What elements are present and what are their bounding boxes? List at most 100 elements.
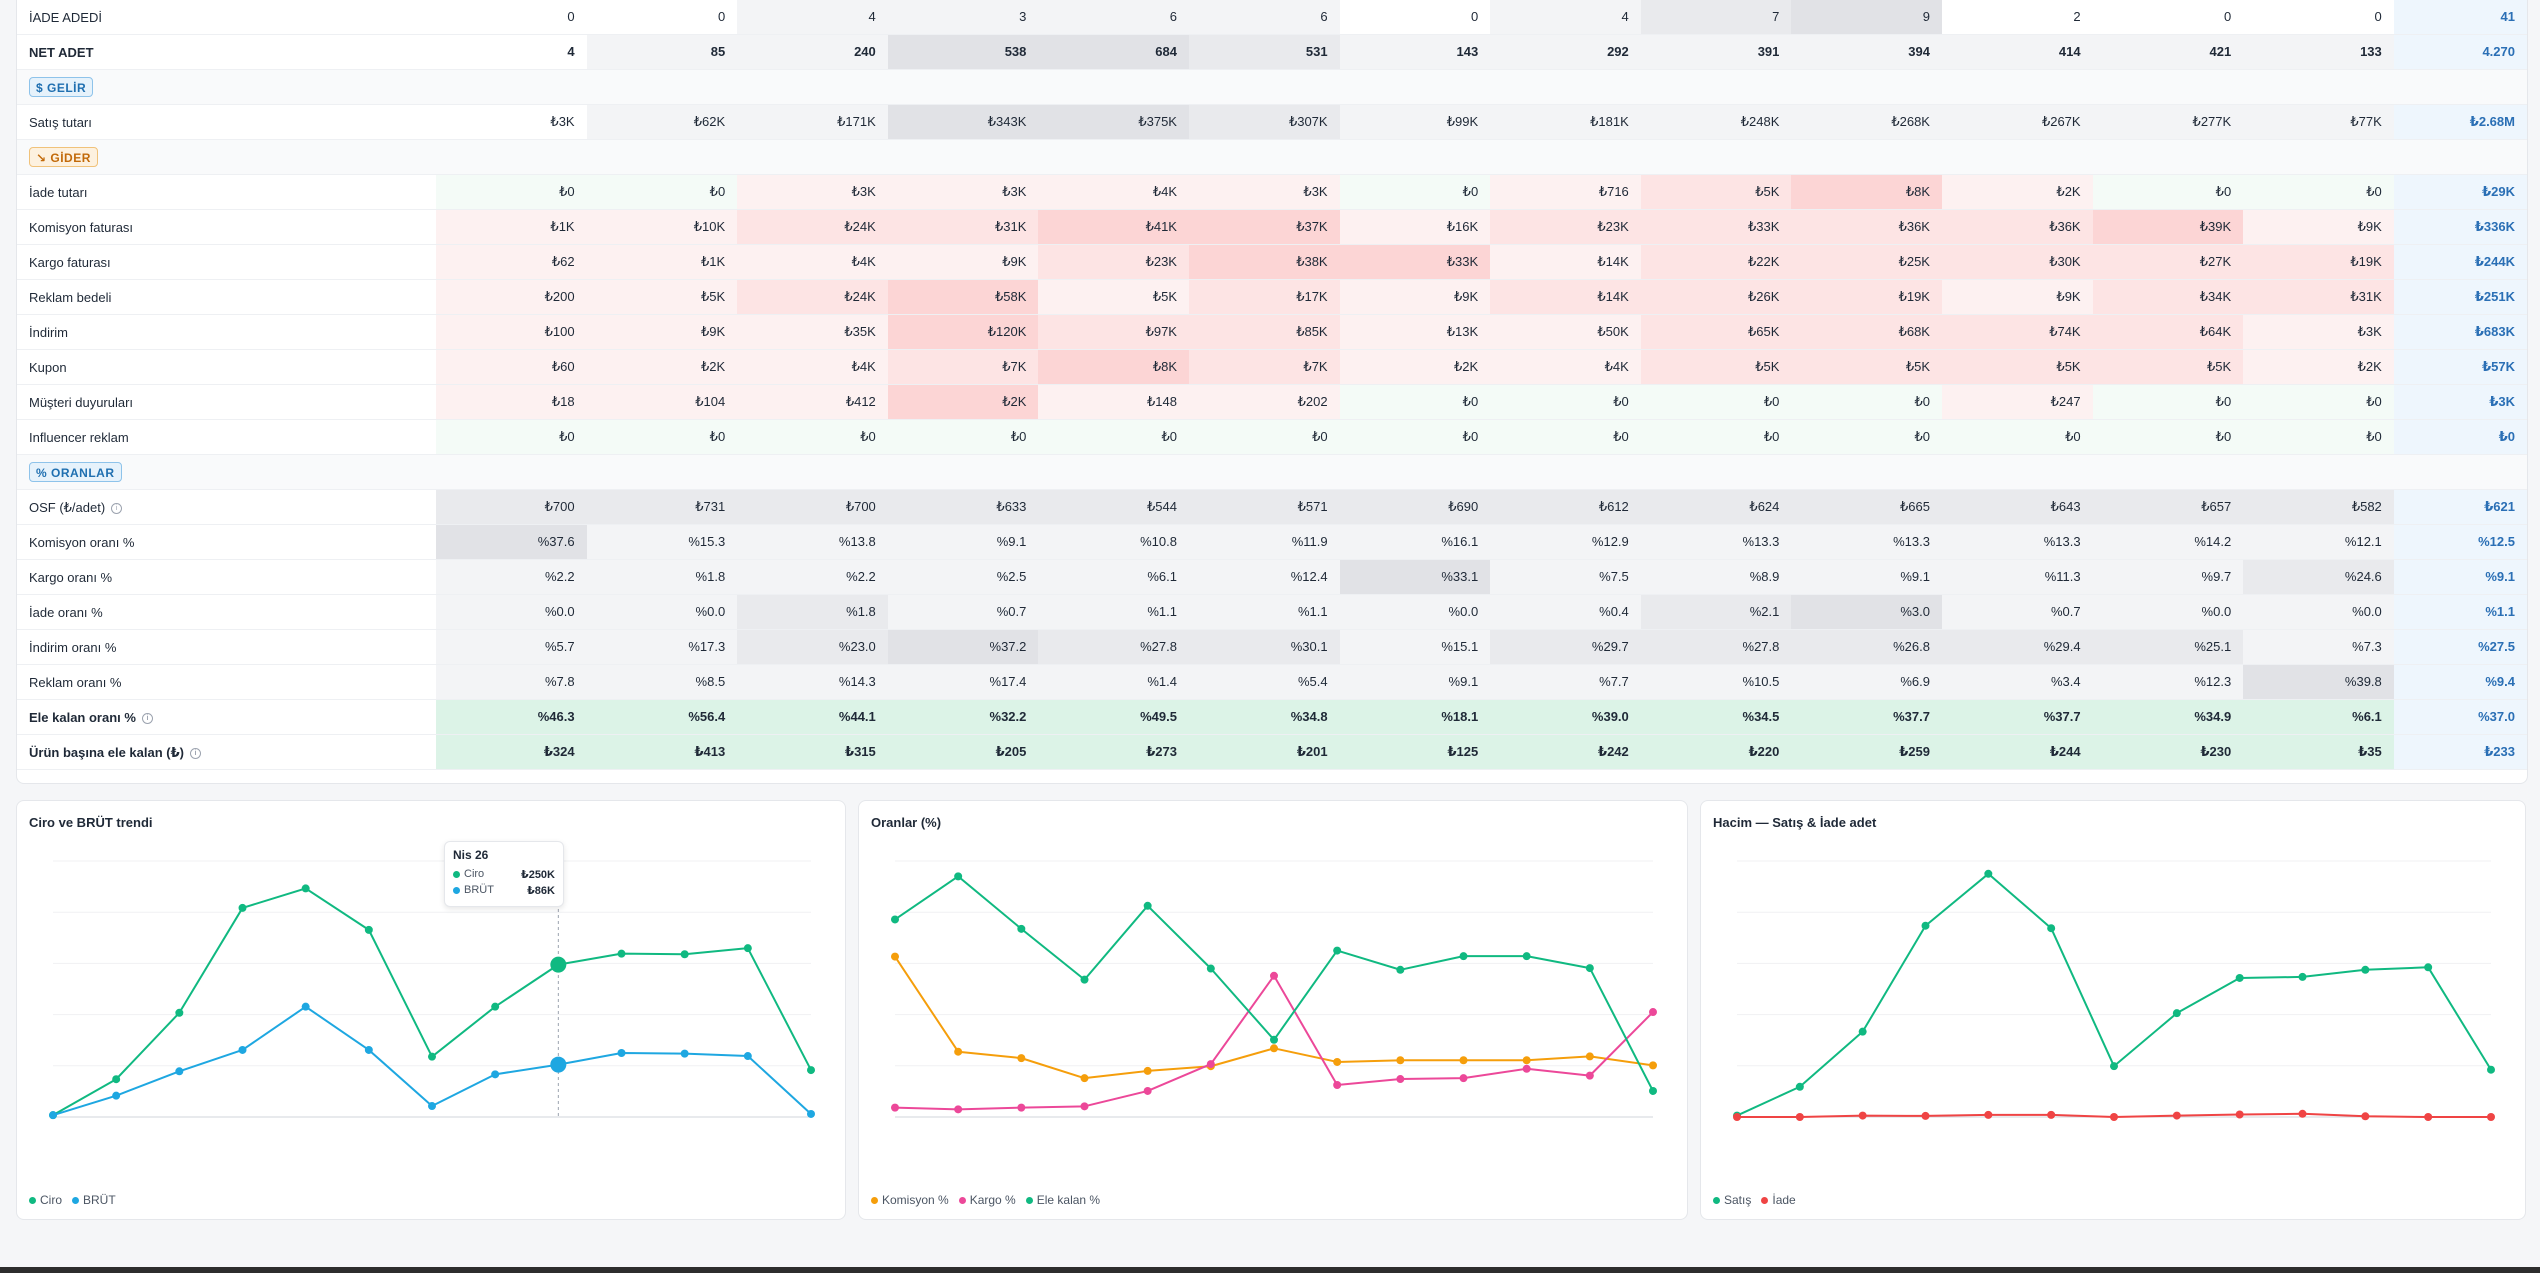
legend-item-kargo[interactable]: Kargo % bbox=[958, 1193, 1016, 1207]
data-point bbox=[1396, 965, 1405, 974]
table-cell: ₺242 bbox=[1490, 735, 1641, 769]
total-cell: %1.1 bbox=[2393, 595, 2527, 629]
info-icon[interactable]: i bbox=[189, 748, 201, 760]
table-cell: %0.0 bbox=[1339, 595, 1491, 629]
table-cell: ₺31K bbox=[2243, 280, 2394, 314]
table-cell: ₺9K bbox=[1942, 280, 2093, 314]
legend-item-satis[interactable]: Satış bbox=[1713, 1193, 1751, 1207]
row-label-text: Komisyon faturası bbox=[29, 220, 134, 235]
data-point bbox=[1795, 1082, 1804, 1091]
table-cell: %6.9 bbox=[1791, 665, 1942, 699]
table-cell: ₺99K bbox=[1339, 105, 1491, 139]
table-cell: %1.8 bbox=[586, 560, 738, 594]
data-point bbox=[617, 949, 626, 958]
data-point bbox=[680, 950, 689, 959]
table-cell: ₺0 bbox=[2243, 420, 2394, 454]
table-cell: %5.7 bbox=[436, 630, 587, 664]
table-cell: ₺643 bbox=[1942, 490, 2093, 524]
table-row: İade oranı % %0.0 %0.0 %1.8 %0.7 %1.1 %1.1 %0.0… bbox=[17, 595, 2527, 630]
trend-chart bbox=[49, 860, 815, 1120]
table-cell: ₺9K bbox=[1339, 280, 1491, 314]
table-cell: ₺97K bbox=[1038, 315, 1189, 349]
table-cell: ₺30K bbox=[1942, 245, 2093, 279]
table-cell: ₺657 bbox=[2092, 490, 2244, 524]
data-point bbox=[1333, 946, 1342, 955]
table-cell: ₺5K bbox=[1640, 175, 1792, 209]
table-cell: 6 bbox=[1189, 0, 1340, 34]
data-point bbox=[2047, 1110, 2056, 1119]
info-icon[interactable]: i bbox=[141, 713, 153, 725]
data-point bbox=[891, 1103, 899, 1112]
data-point bbox=[2424, 1113, 2433, 1121]
row-label-text: Satış tutarı bbox=[29, 115, 92, 130]
data-point bbox=[743, 944, 752, 953]
legend-item-ele-kalan[interactable]: Ele kalan % bbox=[1025, 1193, 1100, 1207]
table-cell: %15.3 bbox=[586, 525, 738, 559]
table-cell: %24.6 bbox=[2243, 560, 2394, 594]
legend-item-iade[interactable]: İade bbox=[1761, 1193, 1796, 1207]
row-label: Ürün başına ele kalan (₺) i bbox=[29, 735, 201, 770]
data-point bbox=[1270, 1044, 1278, 1053]
table-cell: 4 bbox=[737, 0, 888, 34]
table-cell: 0 bbox=[586, 0, 738, 34]
table-cell: ₺7K bbox=[887, 350, 1039, 384]
table-cell: ₺0 bbox=[737, 420, 888, 454]
table-cell: %17.3 bbox=[586, 630, 738, 664]
data-point bbox=[1206, 964, 1215, 973]
table-row: Kargo oranı % %2.2 %1.8 %2.2 %2.5 %6.1 %12.4 %3… bbox=[17, 560, 2527, 595]
data-point bbox=[1080, 1074, 1089, 1083]
table-cell: ₺690 bbox=[1339, 490, 1491, 524]
tooltip-row-brut: BRÜT ₺86K bbox=[453, 882, 555, 898]
table-row: NET ADET 4 85 240 538 684 531 143 292 391 394 414 42… bbox=[17, 35, 2527, 70]
table-cell: ₺665 bbox=[1791, 490, 1942, 524]
table-cell: 0 bbox=[2243, 0, 2394, 34]
data-point bbox=[364, 925, 373, 934]
legend-item-komisyon[interactable]: Komisyon % bbox=[871, 1193, 949, 1207]
data-point bbox=[891, 915, 899, 924]
table-cell: ₺68K bbox=[1791, 315, 1942, 349]
table-cell: ₺205 bbox=[887, 735, 1039, 769]
table-cell: ₺62K bbox=[586, 105, 738, 139]
table-cell: ₺220 bbox=[1640, 735, 1792, 769]
table-cell: ₺0 bbox=[2243, 385, 2394, 419]
table-cell: ₺36K bbox=[1791, 210, 1942, 244]
table-cell: %2.2 bbox=[436, 560, 587, 594]
table-cell: ₺200 bbox=[436, 280, 587, 314]
total-cell: ₺683K bbox=[2393, 315, 2527, 349]
table-cell: ₺0 bbox=[436, 420, 587, 454]
data-point bbox=[680, 1049, 689, 1058]
table-cell: ₺0 bbox=[1490, 420, 1641, 454]
table-cell: %26.8 bbox=[1791, 630, 1942, 664]
table-cell: ₺2K bbox=[1942, 175, 2093, 209]
table-cell: %14.2 bbox=[2092, 525, 2244, 559]
row-label-text: İade oranı % bbox=[29, 605, 103, 620]
table-cell: %34.8 bbox=[1189, 700, 1340, 734]
table-cell: ₺25K bbox=[1791, 245, 1942, 279]
legend-item-brut[interactable]: BRÜT bbox=[72, 1193, 116, 1207]
table-row: OSF (₺/adet) i ₺700 ₺731 ₺700 ₺633 ₺544 ₺571 ₺69… bbox=[17, 490, 2527, 525]
total-cell: ₺57K bbox=[2393, 350, 2527, 384]
trend-chart-card: Ciro ve BRÜT trendi Ciro BRÜT bbox=[16, 800, 846, 1220]
table-cell: ₺19K bbox=[1791, 280, 1942, 314]
table-cell: %7.3 bbox=[2243, 630, 2394, 664]
table-cell: 0 bbox=[2092, 0, 2244, 34]
data-point bbox=[2235, 1110, 2244, 1119]
row-label: İndirim bbox=[29, 315, 68, 350]
table-cell: %1.8 bbox=[737, 595, 888, 629]
table-cell: ₺24K bbox=[737, 210, 888, 244]
row-label-text: Ürün başına ele kalan (₺) bbox=[29, 745, 184, 760]
table-cell: %9.1 bbox=[887, 525, 1039, 559]
table-cell: ₺1K bbox=[586, 245, 738, 279]
table-cell: ₺0 bbox=[887, 420, 1039, 454]
table-cell: %37.2 bbox=[887, 630, 1039, 664]
table-cell: ₺4K bbox=[737, 245, 888, 279]
info-icon[interactable]: i bbox=[111, 503, 123, 515]
data-point bbox=[175, 1067, 184, 1076]
table-cell: ₺544 bbox=[1038, 490, 1189, 524]
table-cell: %37.7 bbox=[1791, 700, 1942, 734]
legend-item-ciro[interactable]: Ciro bbox=[29, 1193, 62, 1207]
table-cell: ₺3K bbox=[436, 105, 587, 139]
table-cell: ₺201 bbox=[1189, 735, 1340, 769]
data-point bbox=[175, 1008, 184, 1017]
table-row: Influencer reklam ₺0 ₺0 ₺0 ₺0 ₺0 ₺0 ₺0 ₺0 ₺0 ₺0 ₺0 ₺… bbox=[17, 420, 2527, 455]
